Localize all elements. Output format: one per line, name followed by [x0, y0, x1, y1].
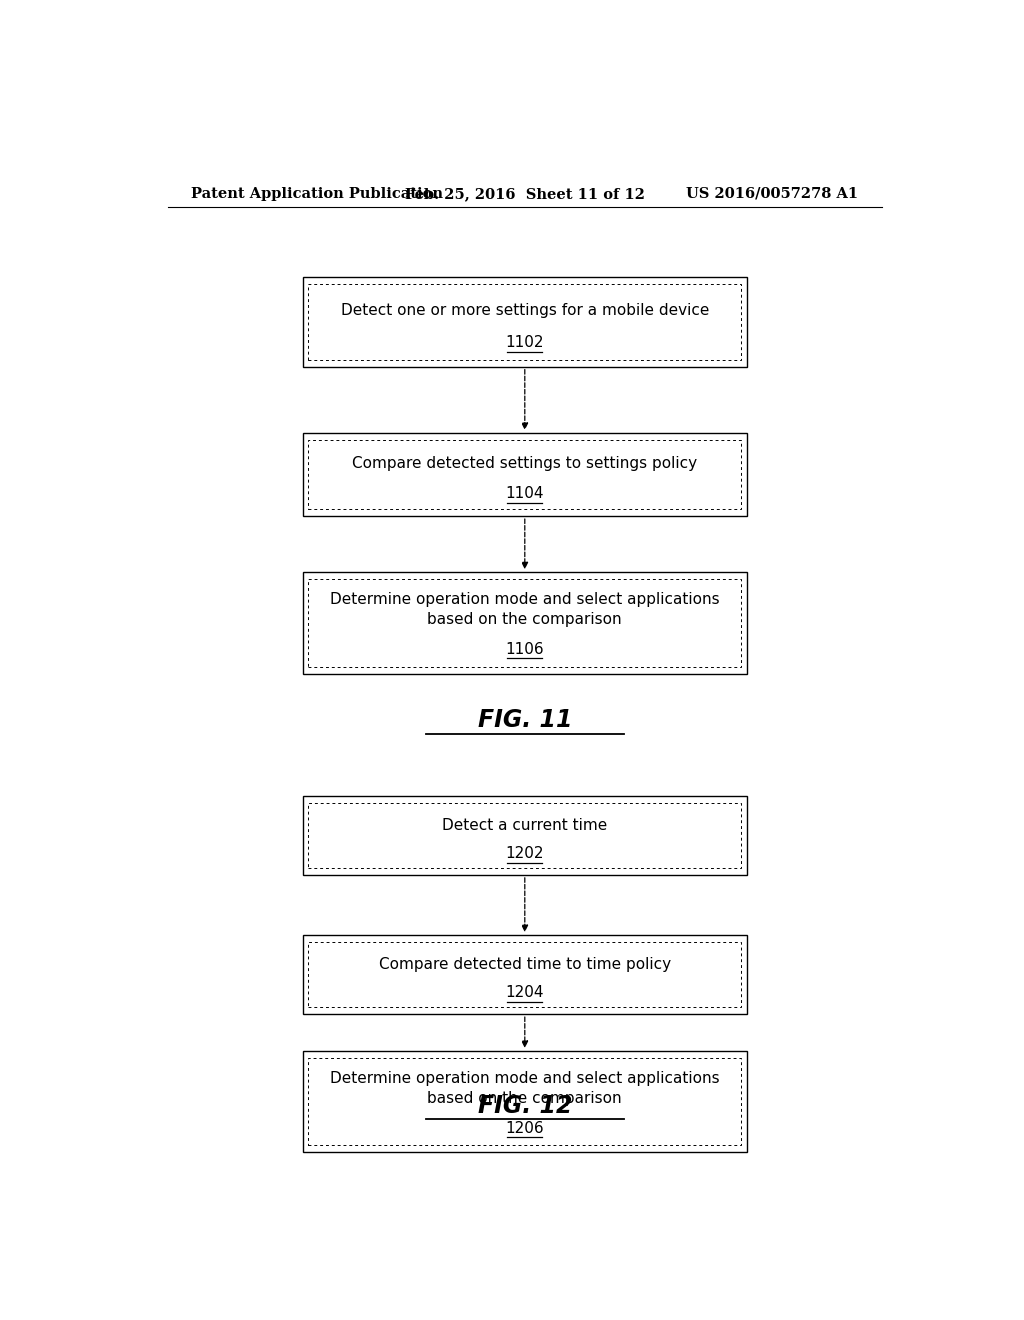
Bar: [303, 796, 748, 875]
Text: FIG. 12: FIG. 12: [477, 1094, 572, 1118]
Text: 1206: 1206: [506, 1121, 544, 1135]
Text: Determine operation mode and select applications: Determine operation mode and select appl…: [330, 591, 720, 607]
Text: Feb. 25, 2016  Sheet 11 of 12: Feb. 25, 2016 Sheet 11 of 12: [404, 187, 645, 201]
Bar: [308, 942, 741, 1007]
Bar: [308, 1057, 741, 1146]
Bar: [303, 572, 748, 673]
Text: Determine operation mode and select applications: Determine operation mode and select appl…: [330, 1071, 720, 1086]
Bar: [303, 935, 748, 1014]
Text: FIG. 11: FIG. 11: [477, 709, 572, 733]
Text: Detect one or more settings for a mobile device: Detect one or more settings for a mobile…: [341, 302, 709, 318]
Bar: [308, 803, 741, 867]
Text: 1102: 1102: [506, 335, 544, 350]
Bar: [303, 433, 748, 516]
Text: Patent Application Publication: Patent Application Publication: [191, 187, 443, 201]
Text: Compare detected settings to settings policy: Compare detected settings to settings po…: [352, 457, 697, 471]
Text: 1104: 1104: [506, 486, 544, 502]
Bar: [303, 277, 748, 367]
Text: Compare detected time to time policy: Compare detected time to time policy: [379, 957, 671, 972]
Text: Detect a current time: Detect a current time: [442, 817, 607, 833]
Text: based on the comparison: based on the comparison: [427, 612, 623, 627]
Bar: [308, 284, 741, 359]
Bar: [308, 579, 741, 667]
Bar: [308, 440, 741, 510]
Text: US 2016/0057278 A1: US 2016/0057278 A1: [686, 187, 858, 201]
Text: 1202: 1202: [506, 846, 544, 861]
Text: 1106: 1106: [506, 642, 544, 657]
Text: based on the comparison: based on the comparison: [427, 1092, 623, 1106]
Text: 1204: 1204: [506, 985, 544, 1001]
Bar: [303, 1051, 748, 1152]
